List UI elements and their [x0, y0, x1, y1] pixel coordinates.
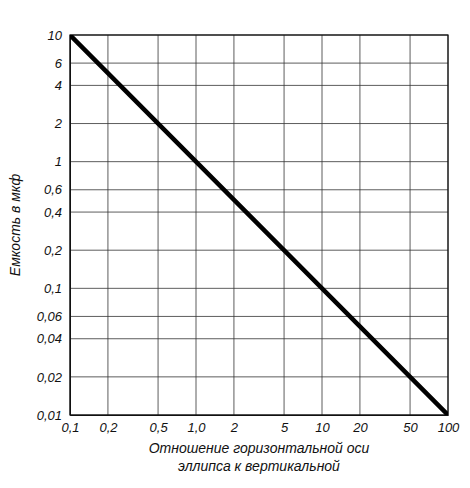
- grid-line-x: [410, 35, 411, 415]
- y-tick: 0,06: [37, 309, 70, 324]
- x-tick: 1,0: [187, 415, 206, 435]
- y-tick-label: 0,2: [44, 243, 63, 258]
- x-axis-title: Отношение горизонтальной оси эллипса к ве…: [149, 440, 370, 474]
- grid-line-x: [284, 35, 285, 415]
- x-tick-label: 50: [403, 420, 418, 435]
- data-line: [70, 35, 448, 415]
- grid: [70, 35, 448, 415]
- y-tick-label: 0,04: [37, 331, 62, 346]
- y-tick-label: 0,06: [37, 309, 63, 324]
- x-tick-label: 0,1: [61, 420, 79, 435]
- x-tick-label: 1,0: [187, 420, 206, 435]
- x-tick-label: 5: [281, 420, 289, 435]
- y-axis: 0,01 0,02 0,04 0,06 0,1 0,2 0,4 0,6 1 2 4 6 10: [37, 28, 71, 423]
- y-tick: 0,4: [44, 205, 70, 220]
- y-tick: 0,02: [37, 370, 70, 385]
- y-tick: 2: [54, 116, 70, 131]
- grid-line-x: [158, 35, 159, 415]
- y-tick-label: 2: [54, 116, 63, 131]
- y-tick-label: 10: [48, 28, 63, 43]
- y-tick: 6: [55, 56, 70, 71]
- grid-line-y: [70, 316, 448, 317]
- x-tick-label: 100: [438, 420, 460, 435]
- y-tick-label: 0,4: [44, 205, 62, 220]
- y-tick-label: 0,6: [44, 182, 63, 197]
- y-axis-line: [70, 36, 71, 416]
- x-tick: 50: [403, 415, 418, 435]
- x-tick: 20: [352, 415, 368, 435]
- x-tick: 0,5: [150, 415, 169, 435]
- y-tick: 10: [48, 28, 70, 43]
- x-tick-label: 2: [230, 420, 239, 435]
- grid-line-y: [70, 338, 448, 339]
- grid-line-y: [70, 288, 448, 289]
- y-tick-label: 0,1: [44, 281, 62, 296]
- chart: 0,10,20,51,0251020501000,010,020,040,060…: [0, 0, 470, 488]
- plot: 0,10,20,51,0251020501000,010,020,040,060…: [37, 28, 460, 436]
- x-tick-label: 0,2: [99, 420, 118, 435]
- grid-line-x: [359, 35, 360, 415]
- x-tick: 10: [315, 415, 330, 435]
- y-tick: 4: [55, 78, 70, 93]
- y-tick: 0,1: [44, 281, 70, 296]
- x-tick: 5: [281, 415, 289, 435]
- x-tick: 0,1: [61, 415, 79, 435]
- x-axis-title-line: Отношение горизонтальной оси: [149, 440, 370, 456]
- x-tick: 100: [438, 415, 460, 435]
- y-tick-label: 1: [55, 154, 62, 169]
- x-axis-title-line: эллипса к вертикальной: [178, 458, 340, 474]
- y-tick: 1: [55, 154, 70, 169]
- grid-line-x: [196, 35, 197, 415]
- grid-line-x: [233, 35, 234, 415]
- grid-line-y: [70, 161, 448, 162]
- x-tick: 2: [230, 415, 239, 435]
- y-tick: 0,2: [44, 243, 70, 258]
- plot-frame: [70, 35, 448, 415]
- x-tick-label: 20: [352, 420, 368, 435]
- x-tick: 0,2: [99, 415, 118, 435]
- y-tick-label: 6: [55, 56, 63, 71]
- grid-line-y: [70, 212, 448, 213]
- grid-line-y: [70, 376, 448, 377]
- grid-line-y: [70, 250, 448, 251]
- grid-line-y: [70, 123, 448, 124]
- y-tick: 0,6: [44, 182, 70, 197]
- series: [70, 35, 448, 415]
- grid-line-y: [70, 85, 448, 86]
- grid-line-x: [322, 35, 323, 415]
- x-axis: 0,1 0,2 0,5 1,0 2 5 10 20 50 100: [61, 415, 460, 435]
- y-tick: 0,01: [37, 408, 70, 423]
- y-axis-title: Емкость в мкф: [7, 174, 23, 277]
- y-tick: 0,04: [37, 331, 70, 346]
- x-axis-line: [71, 415, 449, 416]
- grid-line-y: [70, 63, 448, 64]
- y-tick-label: 4: [55, 78, 62, 93]
- grid-line-x: [107, 35, 108, 415]
- x-tick-label: 10: [315, 420, 330, 435]
- y-tick-label: 0,01: [37, 408, 62, 423]
- x-tick-label: 0,5: [150, 420, 169, 435]
- grid-line-y: [70, 189, 448, 190]
- y-tick-label: 0,02: [37, 370, 63, 385]
